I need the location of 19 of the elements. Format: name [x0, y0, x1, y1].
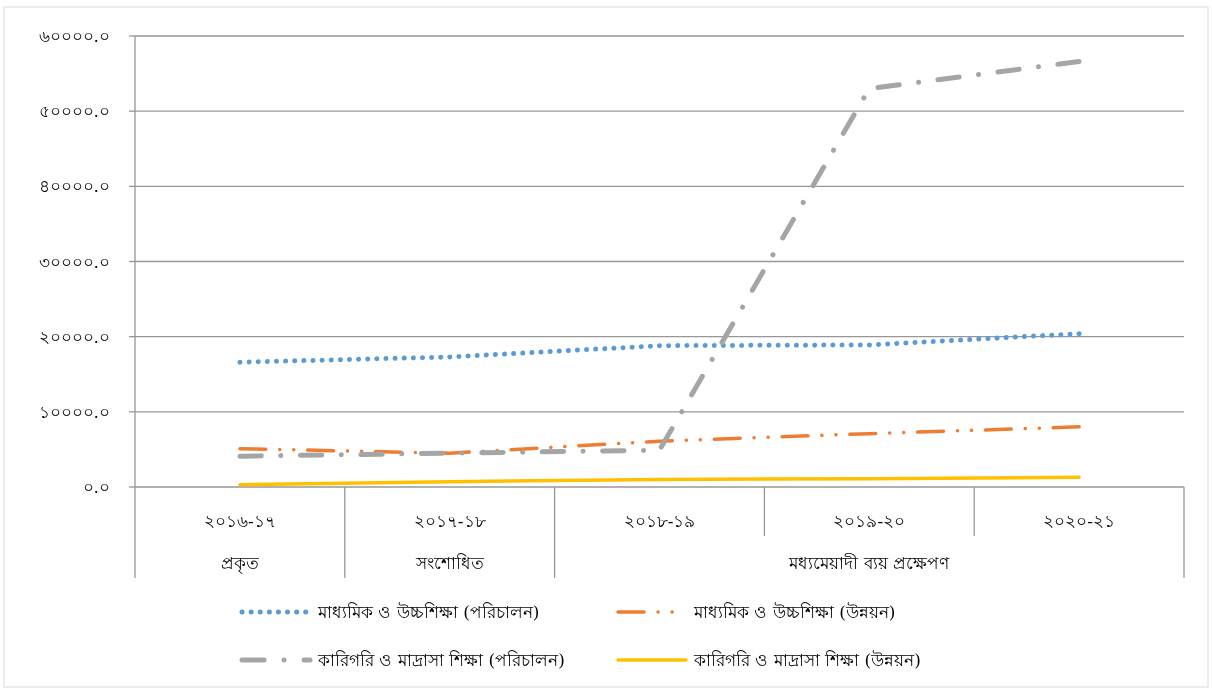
legend-label: মাধ্যমিক ও উচ্চশিক্ষা (পরিচালন)	[317, 602, 540, 622]
x-tick-label: ২০১৭-১৮	[413, 511, 486, 531]
x-tick-label: ২০১৬-১৭	[204, 511, 276, 531]
y-tick-label: ৪০০০০.০	[38, 176, 110, 197]
legend-label: কারিগরি ও মাদ্রাসা শিক্ষা (পরিচালন)	[317, 650, 565, 670]
x-tick-label: ২০১৯-২০	[833, 511, 906, 531]
text: প্রকৃত	[220, 553, 259, 574]
y-tick-label: ১০০০০.০	[38, 401, 110, 422]
y-tick-label: ২০০০০.০	[38, 326, 110, 347]
y-tick-label: ৬০০০০.০	[38, 26, 110, 46]
legend-label: মাধ্যমিক ও উচ্চশিক্ষা (উন্নয়ন)	[693, 602, 896, 622]
y-tick-label: ০.০	[82, 477, 110, 497]
y-tick-label: ৫০০০০.০	[38, 101, 110, 122]
x-tick-label: ২০১৮-১৯	[623, 511, 696, 531]
y-tick-label: ৩০০০০.০	[38, 251, 110, 272]
x-tick-label: ২০২০-২১	[1043, 511, 1115, 531]
text: মধ্যমেয়াদী ব্যয় প্রক্ষেপণ	[788, 553, 951, 573]
text: সংশোধিত	[414, 553, 484, 573]
legend-label: কারিগরি ও মাদ্রাসা শিক্ষা (উন্নয়ন)	[693, 650, 921, 670]
